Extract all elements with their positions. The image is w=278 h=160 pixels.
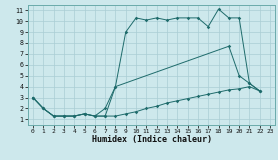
- X-axis label: Humidex (Indice chaleur): Humidex (Indice chaleur): [91, 135, 212, 144]
